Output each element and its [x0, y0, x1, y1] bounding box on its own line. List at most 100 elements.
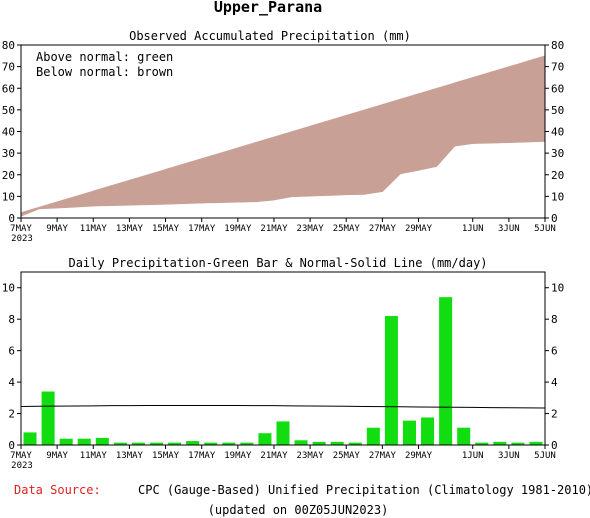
accumulated-xtick-label: 1JUN [462, 224, 484, 234]
accumulated-xtick-label: 25MAY [333, 224, 361, 234]
below-normal-segment [92, 185, 112, 207]
daily-precip-bar [348, 442, 362, 445]
daily-panel-title: Daily Precipitation-Green Bar & Normal-S… [68, 256, 487, 270]
daily-ytick-label-right: 8 [551, 313, 558, 326]
accumulated-xtick-label: 7MAY [10, 224, 32, 234]
daily-ytick-label-left: 4 [8, 376, 15, 389]
accumulated-ytick-label-right: 40 [551, 126, 564, 139]
below-normal-segment [165, 163, 184, 205]
accumulated-xtick-label: 17MAY [188, 224, 216, 234]
accumulated-area-group [20, 55, 546, 217]
below-normal-segment [111, 179, 130, 206]
below-normal-segment [454, 77, 474, 147]
daily-ytick-label-left: 10 [2, 282, 15, 295]
below-normal-segment [147, 168, 166, 206]
daily-precip-bar [113, 442, 127, 445]
daily-precip-bar [222, 442, 236, 445]
daily-xtick-label: 1JUN [462, 451, 484, 461]
daily-ytick-label-left: 2 [8, 408, 15, 421]
below-normal-segment [508, 60, 528, 144]
daily-precip-bar [475, 442, 489, 445]
daily-precip-bar [204, 442, 218, 445]
daily-plot-frame [20, 271, 546, 446]
daily-ytick-label-right: 2 [551, 408, 558, 421]
below-normal-segment [20, 206, 40, 217]
accumulated-xtick-label: 15MAY [152, 224, 180, 234]
daily-ytick-label-left: 6 [8, 345, 15, 358]
below-normal-segment [74, 190, 94, 208]
daily-ytick-label-right: 10 [551, 282, 564, 295]
accumulated-xtick-label: 9MAY [46, 224, 68, 234]
accumulated-xtick-label: 27MAY [369, 224, 397, 234]
daily-precip-bar [77, 438, 91, 445]
daily-precip-bar [23, 432, 37, 445]
accumulated-ytick-label-left: 40 [2, 126, 15, 139]
daily-precip-bar [41, 391, 55, 445]
daily-precip-bar [312, 441, 326, 445]
accumulated-ytick-label-left: 80 [2, 39, 15, 52]
below-normal-segment [273, 131, 293, 201]
daily-precip-bar [240, 442, 254, 445]
daily-normal-line [20, 405, 546, 409]
daily-xtick-label: 23MAY [297, 451, 325, 461]
daily-precip-bar [258, 433, 272, 445]
below-normal-segment [183, 158, 202, 205]
daily-xtick-label: 19MAY [224, 451, 252, 461]
daily-precip-bar [457, 427, 471, 445]
daily-precip-bar [421, 417, 435, 445]
below-normal-segment [418, 87, 437, 171]
daily-precip-bar [95, 437, 109, 445]
accumulated-ytick-label-right: 0 [551, 212, 558, 225]
daily-xtick-label: 21MAY [260, 451, 288, 461]
daily-xtick-label: 17MAY [188, 451, 216, 461]
daily-axis-ticks: 0 0 2 2 4 4 6 6 8 8 10 10 7MAY 9MAY 11MAY 13MAY 15MAY 17M… [2, 282, 565, 471]
daily-precip-bar [330, 441, 344, 445]
below-normal-segment [526, 55, 546, 143]
daily-ytick-label-left: 0 [8, 439, 15, 452]
below-normal-segment [400, 93, 419, 175]
daily-precip-bar [402, 420, 416, 445]
daily-ytick-label-right: 6 [551, 345, 558, 358]
daily-precip-bar [276, 421, 290, 445]
below-normal-segment [219, 147, 239, 203]
daily-precip-bar [384, 316, 398, 445]
accumulated-year-label: 2023 [11, 234, 33, 244]
daily-year-label: 2023 [11, 461, 33, 471]
below-normal-segment [327, 114, 347, 196]
daily-normal-line-group [20, 405, 546, 409]
legend-above-normal: Above normal: green [36, 50, 173, 64]
daily-xtick-label: 3JUN [498, 451, 520, 461]
accumulated-ytick-label-left: 50 [2, 104, 15, 117]
accumulated-ytick-label-left: 10 [2, 190, 15, 203]
accumulated-ytick-label-right: 20 [551, 169, 564, 182]
daily-xtick-label: 11MAY [80, 451, 108, 461]
daily-precip-bar [366, 427, 380, 445]
daily-precip-bar [439, 297, 453, 445]
data-source-text: CPC (Gauge-Based) Unified Precipitation … [138, 483, 590, 497]
daily-precip-bar [150, 442, 164, 445]
below-normal-segment [364, 104, 383, 195]
daily-precip-bar [131, 442, 145, 445]
data-source-label: Data Source: [14, 483, 101, 497]
daily-xtick-label: 15MAY [152, 451, 180, 461]
below-normal-segment [237, 141, 257, 203]
daily-xtick-label: 25MAY [333, 451, 361, 461]
daily-ytick-label-right: 0 [551, 439, 558, 452]
updated-note: (updated on 00Z05JUN2023) [208, 503, 389, 517]
accumulated-xtick-label: 29MAY [405, 224, 433, 234]
accumulated-ytick-label-left: 30 [2, 147, 15, 160]
below-normal-segment [56, 195, 76, 209]
daily-bars-group [23, 297, 543, 445]
daily-precip-bar [59, 438, 73, 445]
daily-xtick-label: 9MAY [46, 451, 68, 461]
below-normal-segment [291, 125, 311, 198]
accumulated-ytick-label-right: 10 [551, 190, 564, 203]
accumulated-ytick-label-left: 0 [8, 212, 15, 225]
data-source-prefix: Data Source: [14, 483, 101, 497]
below-normal-segment [201, 152, 221, 204]
accumulated-xtick-label: 3JUN [498, 224, 520, 234]
figure-title: Upper_Parana [214, 0, 322, 16]
accumulated-xtick-label: 23MAY [297, 224, 325, 234]
daily-xtick-label: 7MAY [10, 451, 32, 461]
